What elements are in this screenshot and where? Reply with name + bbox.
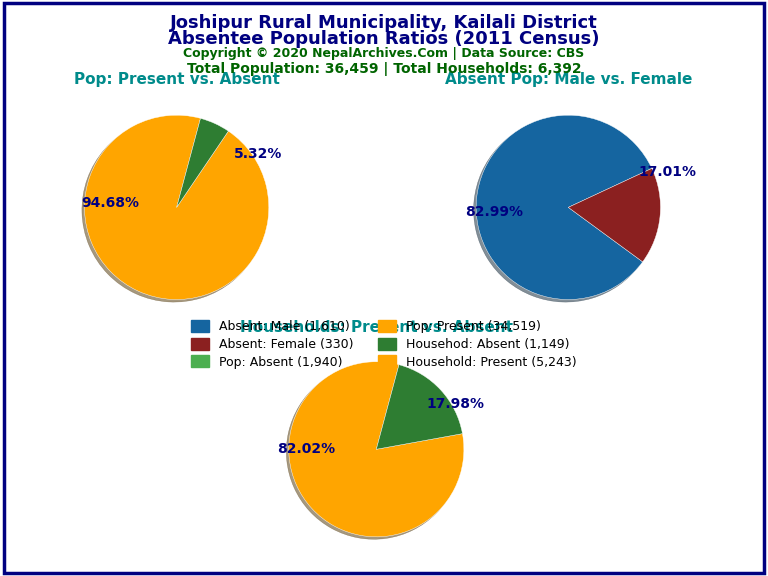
Wedge shape <box>568 168 660 262</box>
Legend: Absent: Male (1,610), Absent: Female (330), Pop: Absent (1,940), Pop: Present (3: Absent: Male (1,610), Absent: Female (33… <box>191 320 577 369</box>
Text: 94.68%: 94.68% <box>81 196 139 210</box>
Text: Total Population: 36,459 | Total Households: 6,392: Total Population: 36,459 | Total Househo… <box>187 62 581 76</box>
Wedge shape <box>84 115 269 300</box>
Wedge shape <box>289 362 464 537</box>
Text: Joshipur Rural Municipality, Kailali District: Joshipur Rural Municipality, Kailali Dis… <box>170 14 598 32</box>
Text: 17.01%: 17.01% <box>639 165 697 179</box>
Wedge shape <box>376 365 462 449</box>
Title: Absent Pop: Male vs. Female: Absent Pop: Male vs. Female <box>445 72 692 87</box>
Text: 82.02%: 82.02% <box>277 442 336 456</box>
Wedge shape <box>476 115 652 300</box>
Title: Pop: Present vs. Absent: Pop: Present vs. Absent <box>74 72 280 87</box>
Text: 82.99%: 82.99% <box>465 205 524 219</box>
Text: Absentee Population Ratios (2011 Census): Absentee Population Ratios (2011 Census) <box>168 30 600 48</box>
Wedge shape <box>177 118 228 207</box>
Title: Households: Present vs. Absent: Households: Present vs. Absent <box>240 320 513 335</box>
Text: 17.98%: 17.98% <box>426 397 484 411</box>
Text: Copyright © 2020 NepalArchives.Com | Data Source: CBS: Copyright © 2020 NepalArchives.Com | Dat… <box>184 47 584 60</box>
Text: 5.32%: 5.32% <box>233 147 282 161</box>
